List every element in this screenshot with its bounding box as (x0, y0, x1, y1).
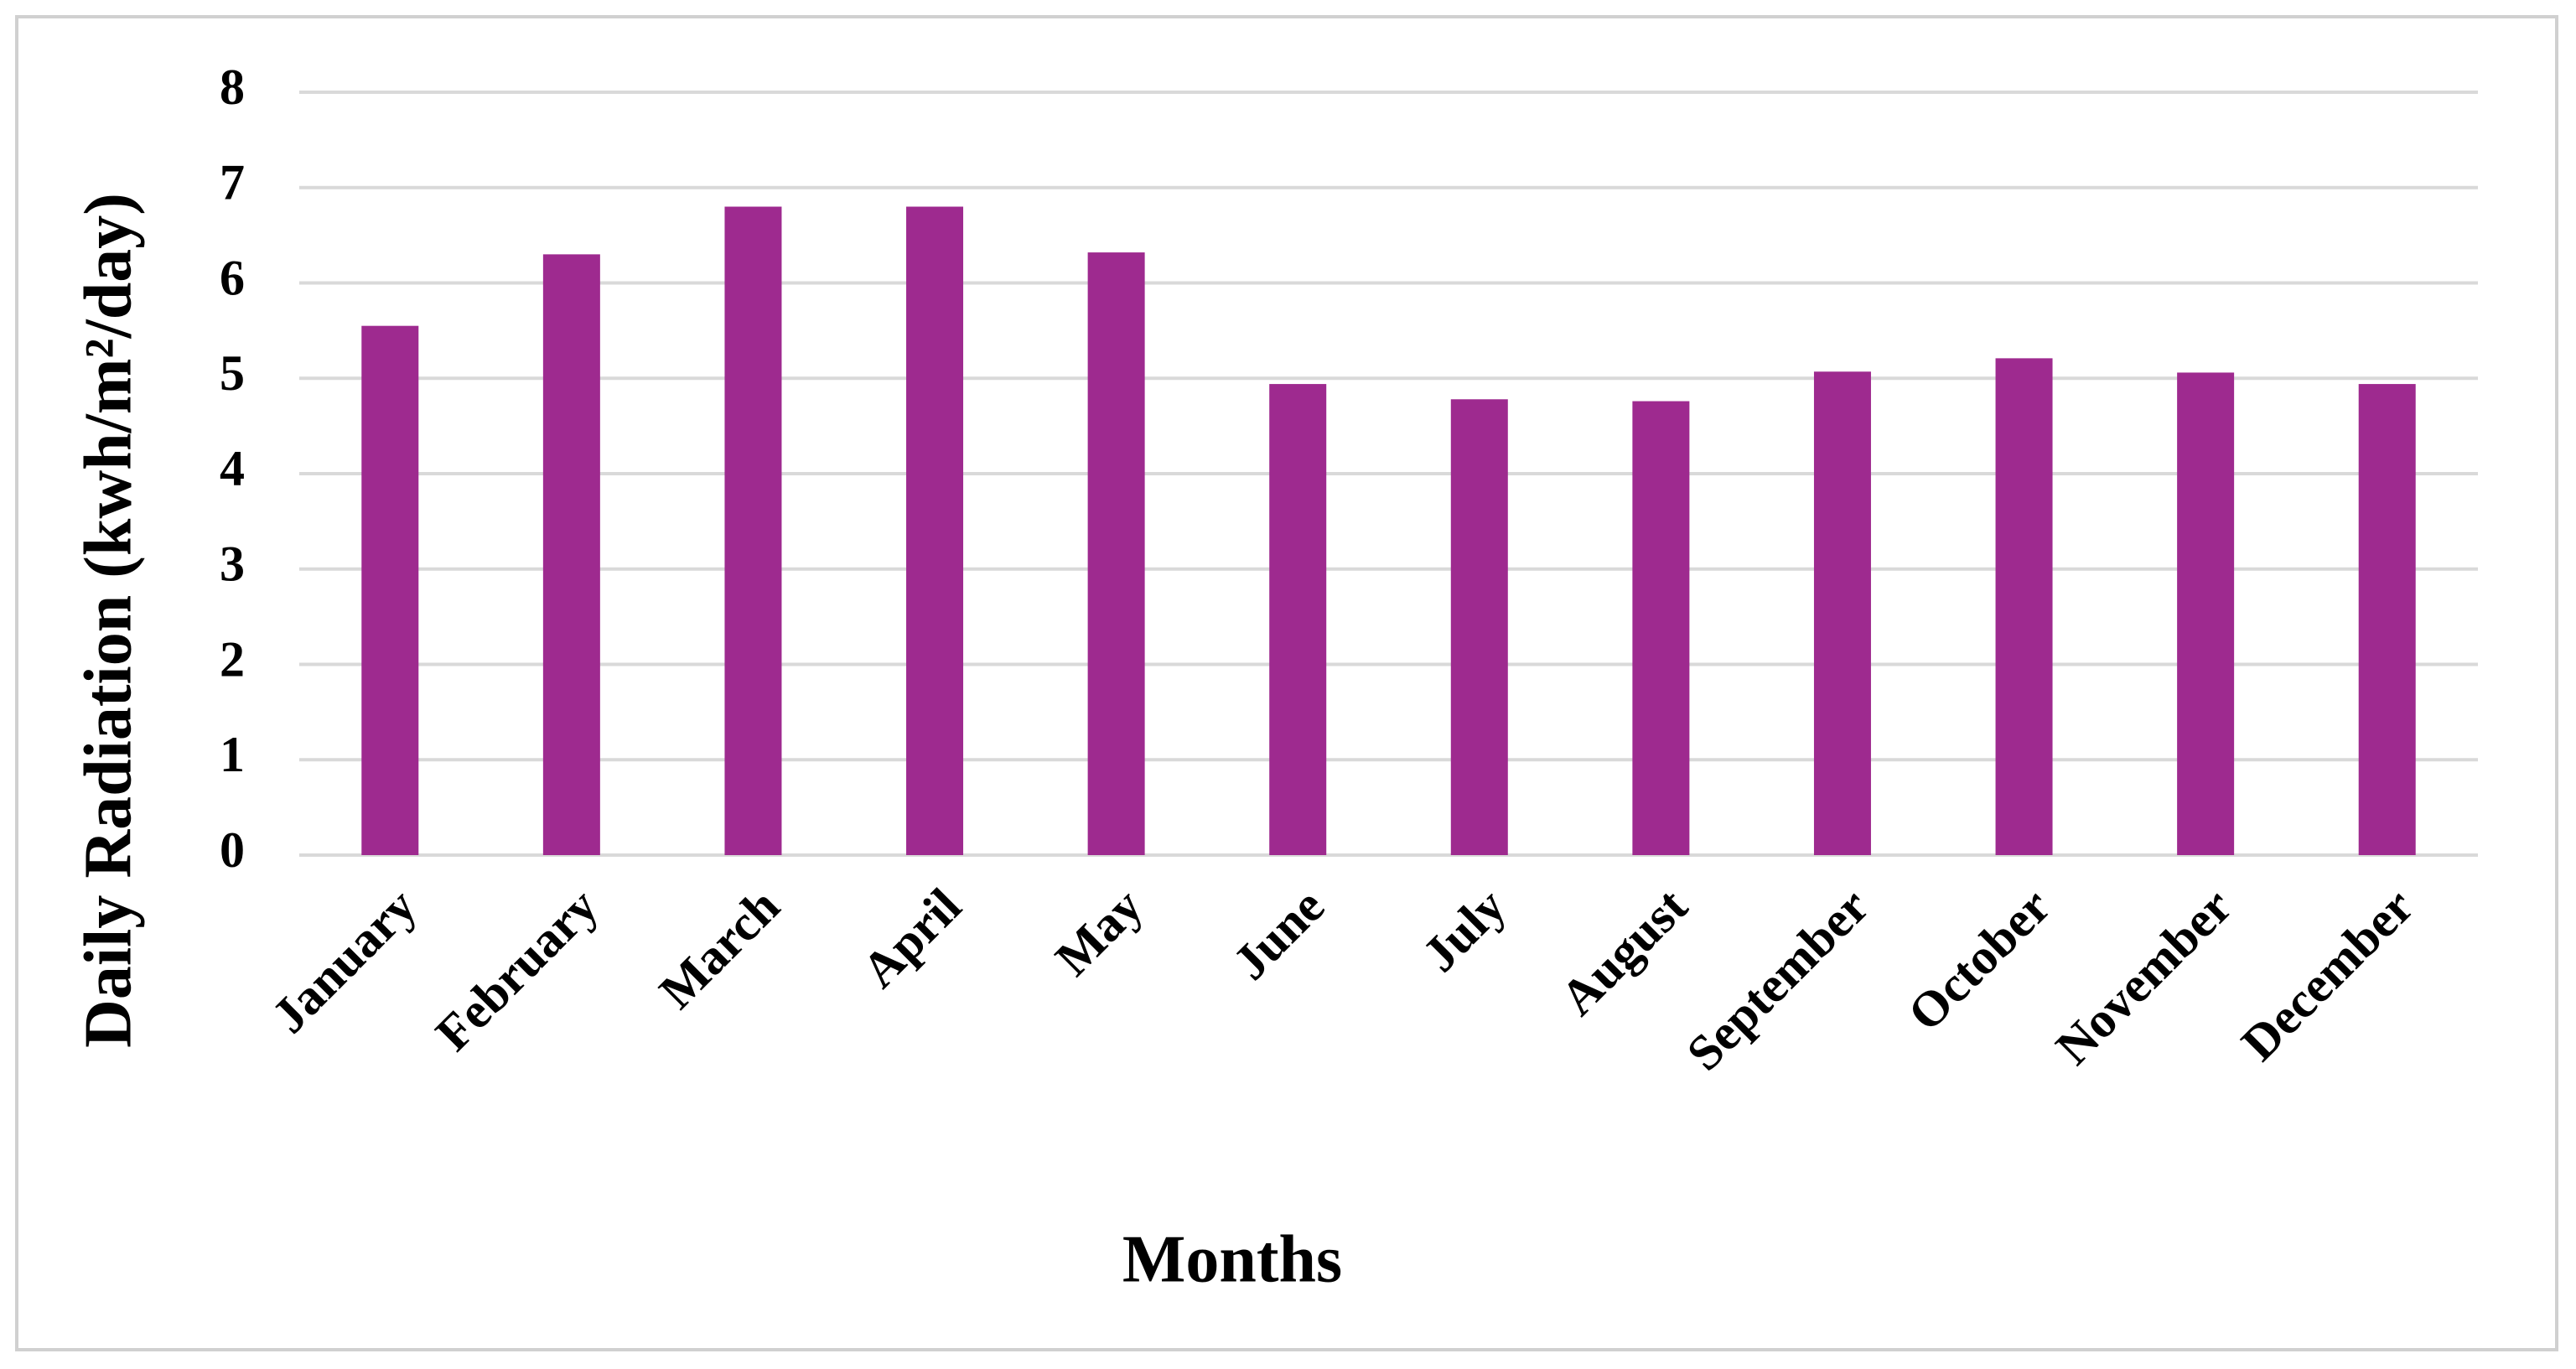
y-tick-label: 0 (220, 822, 245, 878)
y-tick-label: 2 (220, 631, 245, 687)
bar (1995, 358, 2053, 855)
bar (361, 325, 419, 855)
y-tick-label: 7 (220, 155, 245, 210)
y-axis-title: Daily Radiation (kwh/m²/day) (71, 193, 145, 1048)
y-tick-label: 4 (220, 441, 245, 496)
bar (1087, 252, 1145, 856)
bar (724, 206, 782, 855)
bar (906, 206, 964, 855)
x-axis-title: Months (1122, 1222, 1342, 1296)
bar (2358, 384, 2416, 855)
bar (1813, 371, 1871, 856)
bar (1450, 399, 1508, 855)
bar (542, 254, 600, 855)
bar (1632, 401, 1690, 855)
bar (1269, 384, 1327, 855)
y-tick-label: 5 (220, 345, 245, 401)
y-tick-label: 1 (220, 727, 245, 782)
y-tick-label: 6 (220, 250, 245, 305)
y-tick-label: 3 (220, 537, 245, 592)
bar (2177, 372, 2235, 855)
y-tick-label: 8 (220, 60, 245, 115)
